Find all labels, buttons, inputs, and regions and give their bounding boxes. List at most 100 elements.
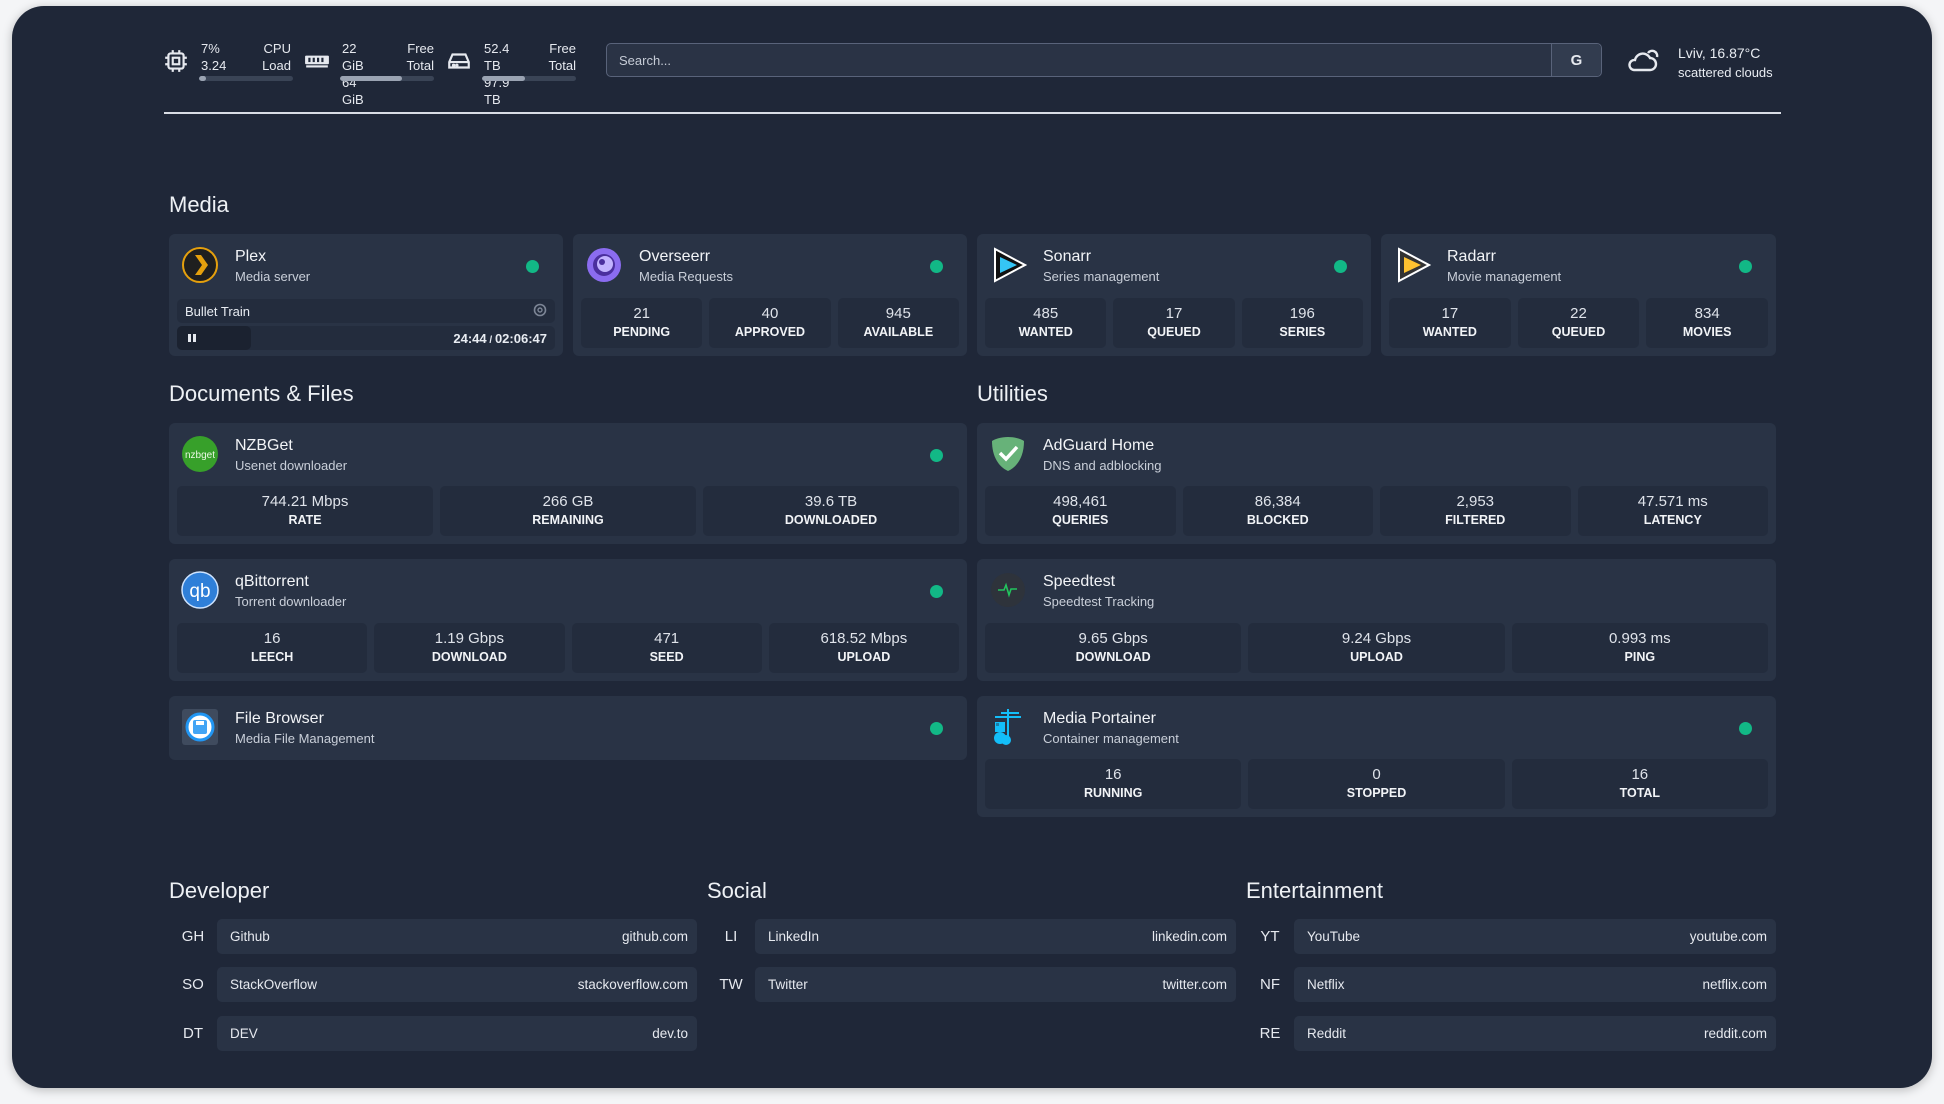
bookmark-netflix[interactable]: NF Netflix netflix.com <box>1246 967 1776 1002</box>
bookmark-abbreviation: TW <box>719 976 743 993</box>
status-indicator <box>1739 260 1752 273</box>
stat-approved: 40 APPROVED <box>709 298 831 348</box>
weather-temperature: Lviv, 16.87°C <box>1678 45 1761 61</box>
stat-value: 9.65 Gbps <box>1078 630 1148 647</box>
bookmark-github[interactable]: GH Github github.com <box>169 919 697 954</box>
playback-progress-row: 24:44 / 02:06:47 <box>177 326 555 350</box>
bookmark-url: youtube.com <box>1689 929 1767 944</box>
stat-value: 16 <box>1631 766 1649 783</box>
service-title: File Browser <box>235 710 324 727</box>
bookmark-link[interactable]: LinkedIn linkedin.com <box>755 919 1236 954</box>
service-card-portainer[interactable]: Media Portainer Container management 16 RUN… <box>977 696 1776 817</box>
service-stats: 485 WANTED 17 QUEUED 196 SERIES <box>985 298 1363 348</box>
stat-value: 471 <box>654 630 680 647</box>
stat-label: DOWNLOAD <box>1075 650 1151 664</box>
bookmark-link[interactable]: Twitter twitter.com <box>755 967 1236 1002</box>
stat-total: 16 TOTAL <box>1511 759 1768 809</box>
service-title: Overseerr <box>639 248 711 265</box>
stat-pending: 21 PENDING <box>581 298 703 348</box>
bookmark-name: DEV <box>230 1026 258 1041</box>
service-card-qbittorrent[interactable]: qb qBittorrent Torrent downloader 16 LEECH 1.… <box>169 559 967 681</box>
stat-value: 0.993 ms <box>1608 630 1671 647</box>
cpu-bar <box>199 76 293 81</box>
disk-labels: Free Total <box>548 41 576 73</box>
search-input[interactable] <box>607 52 1551 68</box>
stat-label: AVAILABLE <box>863 325 934 339</box>
service-card-adguard[interactable]: AdGuard Home DNS and adblocking 498,461 QUE… <box>977 423 1776 544</box>
bookmark-linkedin[interactable]: LI LinkedIn linkedin.com <box>707 919 1236 954</box>
stat-label: QUEUED <box>1147 325 1201 339</box>
service-title: Radarr <box>1447 248 1496 265</box>
cpu-icon <box>165 50 187 72</box>
bookmark-dev[interactable]: DT DEV dev.to <box>169 1016 697 1051</box>
stat-label: UPLOAD <box>1350 650 1403 664</box>
time-separator: / <box>486 334 495 346</box>
bookmark-link[interactable]: Reddit reddit.com <box>1294 1016 1776 1051</box>
stat-blocked: 86,384 BLOCKED <box>1182 486 1373 536</box>
stat-label: WANTED <box>1422 325 1477 339</box>
service-title: qBittorrent <box>235 573 309 590</box>
stat-rate: 744.21 Mbps RATE <box>177 486 433 536</box>
service-subtitle: Container management <box>1043 731 1179 746</box>
bookmark-reddit[interactable]: RE Reddit reddit.com <box>1246 1016 1776 1051</box>
stream-info-icon[interactable] <box>533 303 547 320</box>
disk-bar-fill <box>482 76 526 81</box>
stat-label: DOWNLOAD <box>431 650 507 664</box>
service-card-plex[interactable]: Plex Media server Bullet Train 24:44 / 02:0… <box>169 234 563 356</box>
bookmark-link[interactable]: DEV dev.to <box>217 1016 697 1051</box>
bookmark-url: dev.to <box>652 1026 688 1041</box>
google-search-button[interactable]: G <box>1551 44 1601 76</box>
stat-download: 1.19 Gbps DOWNLOAD <box>374 623 565 673</box>
service-subtitle: Movie management <box>1447 269 1562 284</box>
stat-value: 16 <box>263 630 281 647</box>
cpu-widget: 7% 3.24 CPU Load <box>163 40 293 81</box>
bookmark-abbreviation: NF <box>1260 976 1280 993</box>
stat-label: REMAINING <box>532 513 604 527</box>
radarr-icon <box>1393 246 1432 284</box>
bookmark-twitter[interactable]: TW Twitter twitter.com <box>707 967 1236 1002</box>
service-card-radarr[interactable]: Radarr Movie management 17 WANTED 22 QUEUED 83… <box>1381 234 1776 356</box>
stat-wanted: 17 WANTED <box>1389 298 1511 348</box>
nzbget-icon: nzbget <box>181 435 219 473</box>
bookmark-link[interactable]: Netflix netflix.com <box>1294 967 1776 1002</box>
bookmark-youtube[interactable]: YT YouTube youtube.com <box>1246 919 1776 954</box>
bookmark-name: StackOverflow <box>230 977 318 992</box>
bookmark-link[interactable]: StackOverflow stackoverflow.com <box>217 967 697 1002</box>
bookmark-link[interactable]: Github github.com <box>217 919 697 954</box>
status-indicator <box>930 449 943 462</box>
section-title-utilities: Utilities <box>977 381 1048 406</box>
stat-label: APPROVED <box>734 325 806 339</box>
stat-value: 618.52 Mbps <box>820 630 908 647</box>
bookmark-link[interactable]: YouTube youtube.com <box>1294 919 1776 954</box>
file-browser-icon <box>181 708 219 746</box>
stat-latency: 47.571 ms LATENCY <box>1577 486 1768 536</box>
service-card-overseerr[interactable]: Overseerr Media Requests 21 PENDING 40 APPROV… <box>573 234 967 356</box>
now-playing-title-row: Bullet Train <box>177 299 555 323</box>
pause-icon[interactable] <box>187 333 197 343</box>
disk-widget: 52.4 TB 97.9 TB Free Total <box>446 40 576 107</box>
stat-movies: 834 MOVIES <box>1646 298 1769 348</box>
stat-value: 196 <box>1289 305 1315 322</box>
stat-downloaded: 39.6 TB DOWNLOADED <box>703 486 959 536</box>
service-card-nzbget[interactable]: nzbget NZBGet Usenet downloader 744.21 Mbps… <box>169 423 967 544</box>
service-card-sonarr[interactable]: Sonarr Series management 485 WANTED 17 QUEUED… <box>977 234 1371 356</box>
memory-icon <box>305 55 329 68</box>
memory-bar-fill <box>340 76 403 81</box>
stat-label: TOTAL <box>1619 786 1661 800</box>
service-card-filebrowser[interactable]: File Browser Media File Management <box>169 696 967 760</box>
service-subtitle: Speedtest Tracking <box>1043 594 1155 609</box>
section-title-developer: Developer <box>169 878 270 903</box>
stat-label: RATE <box>288 513 322 527</box>
plex-icon <box>181 246 219 284</box>
service-stats: 744.21 Mbps RATE 266 GB REMAINING 39.6 TB DOW… <box>177 486 959 536</box>
stat-seed: 471 SEED <box>571 623 762 673</box>
stat-value: 9.24 Gbps <box>1341 630 1412 647</box>
bookmark-name: YouTube <box>1307 929 1361 944</box>
section-title-media: Media <box>169 192 229 217</box>
bookmark-abbreviation: LI <box>724 928 738 945</box>
stat-label: FILTERED <box>1445 513 1506 527</box>
service-card-speedtest[interactable]: Speedtest Speedtest Tracking 9.65 Gbps DOWN… <box>977 559 1776 681</box>
status-indicator <box>1334 260 1347 273</box>
stat-leech: 16 LEECH <box>177 623 368 673</box>
bookmark-stackoverflow[interactable]: SO StackOverflow stackoverflow.com <box>169 967 697 1002</box>
